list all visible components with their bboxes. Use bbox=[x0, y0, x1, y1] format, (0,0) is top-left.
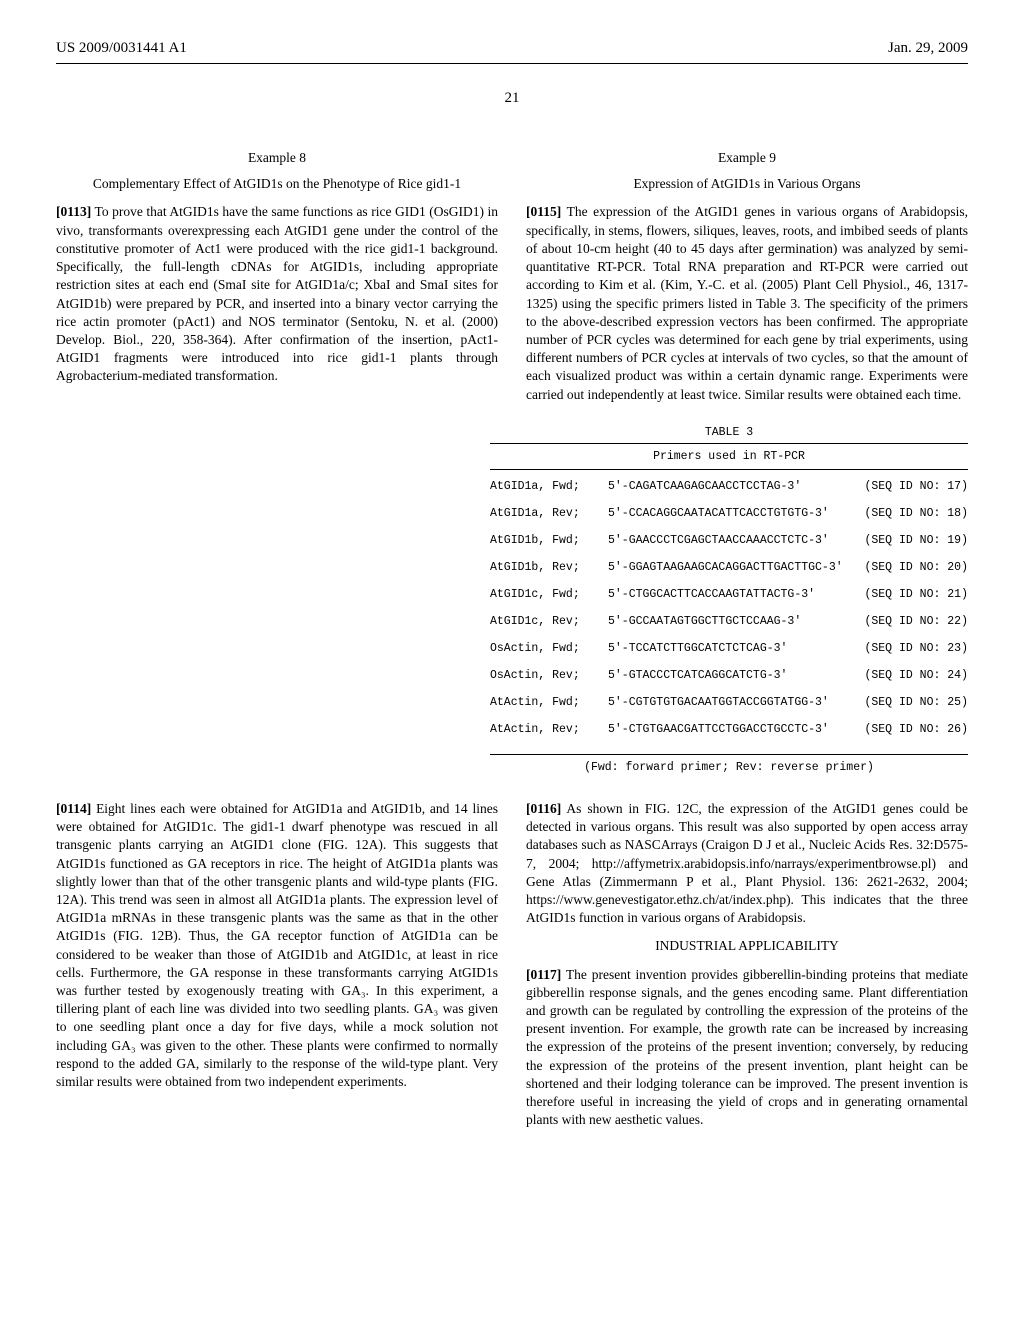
primer-sequence: 5'-CCACAGGCAATACATTCACCTGTGTG-3' bbox=[608, 507, 856, 520]
para-text: As shown in FIG. 12C, the expression of … bbox=[526, 801, 968, 925]
primer-name: AtGID1c, Rev; bbox=[490, 615, 608, 628]
para-text: To prove that AtGID1s have the same func… bbox=[56, 204, 498, 383]
primer-name: AtGID1a, Rev; bbox=[490, 507, 608, 520]
right-column: Example 9 Expression of AtGID1s in Vario… bbox=[526, 149, 968, 404]
primer-name: OsActin, Rev; bbox=[490, 669, 608, 682]
table-caption: TABLE 3 bbox=[490, 426, 968, 439]
table-row: AtGID1b, Fwd; 5'-GAACCCTCGAGCTAACCAAACCT… bbox=[490, 534, 968, 547]
primer-sequence: 5'-GTACCCTCATCAGGCATCTG-3' bbox=[608, 669, 856, 682]
primer-name: AtGID1c, Fwd; bbox=[490, 588, 608, 601]
primer-name: AtGID1b, Fwd; bbox=[490, 534, 608, 547]
para-number: [0113] bbox=[56, 204, 91, 219]
primer-sequence: 5'-GAACCCTCGAGCTAACCAAACCTCTC-3' bbox=[608, 534, 856, 547]
upper-columns: Example 8 Complementary Effect of AtGID1… bbox=[56, 149, 968, 404]
table-row: OsActin, Rev; 5'-GTACCCTCATCAGGCATCTG-3'… bbox=[490, 669, 968, 682]
primer-name: AtGID1a, Fwd; bbox=[490, 480, 608, 493]
primer-seq-id: (SEQ ID NO: 20) bbox=[856, 561, 968, 574]
para-text: The expression of the AtGID1 genes in va… bbox=[526, 204, 968, 401]
publication-date: Jan. 29, 2009 bbox=[888, 40, 968, 57]
table-footnote: (Fwd: forward primer; Rev: reverse prime… bbox=[490, 761, 968, 774]
lower-right-column: [0116] As shown in FIG. 12C, the express… bbox=[526, 800, 968, 1130]
left-column: Example 8 Complementary Effect of AtGID1… bbox=[56, 149, 498, 404]
publication-number: US 2009/0031441 A1 bbox=[56, 40, 187, 57]
primer-sequence: 5'-GGAGTAAGAAGCACAGGACTTGACTTGC-3' bbox=[608, 561, 856, 574]
lower-left-column: [0114] Eight lines each were obtained fo… bbox=[56, 800, 498, 1130]
table-row: AtGID1a, Fwd; 5'-CAGATCAAGAGCAACCTCCTAG-… bbox=[490, 480, 968, 493]
industrial-applicability-heading: INDUSTRIAL APPLICABILITY bbox=[526, 937, 968, 955]
table-row: AtGID1a, Rev; 5'-CCACAGGCAATACATTCACCTGT… bbox=[490, 507, 968, 520]
running-header: US 2009/0031441 A1 Jan. 29, 2009 bbox=[56, 40, 968, 57]
primer-seq-id: (SEQ ID NO: 26) bbox=[856, 723, 968, 736]
primer-seq-id: (SEQ ID NO: 18) bbox=[856, 507, 968, 520]
para-0116: [0116] As shown in FIG. 12C, the express… bbox=[526, 800, 968, 928]
primer-seq-id: (SEQ ID NO: 17) bbox=[856, 480, 968, 493]
para-number: [0117] bbox=[526, 967, 561, 982]
primer-name: OsActin, Fwd; bbox=[490, 642, 608, 655]
para-number: [0114] bbox=[56, 801, 91, 816]
para-0115: [0115] The expression of the AtGID1 gene… bbox=[526, 203, 968, 403]
para-0113: [0113] To prove that AtGID1s have the sa… bbox=[56, 203, 498, 385]
table-row: AtActin, Rev; 5'-CTGTGAACGATTCCTGGACCTGC… bbox=[490, 723, 968, 736]
para-number: [0116] bbox=[526, 801, 561, 816]
table-rule-bottom bbox=[490, 754, 968, 755]
table-3: TABLE 3 Primers used in RT-PCR AtGID1a, … bbox=[490, 426, 968, 774]
primer-seq-id: (SEQ ID NO: 23) bbox=[856, 642, 968, 655]
primer-sequence: 5'-CTGTGAACGATTCCTGGACCTGCCTC-3' bbox=[608, 723, 856, 736]
example-9-label: Example 9 bbox=[526, 149, 968, 167]
table-row: AtGID1b, Rev; 5'-GGAGTAAGAAGCACAGGACTTGA… bbox=[490, 561, 968, 574]
para-0117: [0117] The present invention provides gi… bbox=[526, 966, 968, 1130]
primer-sequence: 5'-CAGATCAAGAGCAACCTCCTAG-3' bbox=[608, 480, 856, 493]
primer-rows: AtGID1a, Fwd; 5'-CAGATCAAGAGCAACCTCCTAG-… bbox=[490, 470, 968, 754]
example-8-title: Complementary Effect of AtGID1s on the P… bbox=[56, 175, 498, 193]
para-number: [0115] bbox=[526, 204, 561, 219]
primer-name: AtActin, Fwd; bbox=[490, 696, 608, 709]
para-text: The present invention provides gibberell… bbox=[526, 967, 968, 1128]
table-row: AtGID1c, Rev; 5'-GCCAATAGTGGCTTGCTCCAAG-… bbox=[490, 615, 968, 628]
primer-sequence: 5'-GCCAATAGTGGCTTGCTCCAAG-3' bbox=[608, 615, 856, 628]
primer-name: AtGID1b, Rev; bbox=[490, 561, 608, 574]
primer-seq-id: (SEQ ID NO: 19) bbox=[856, 534, 968, 547]
primer-sequence: 5'-CGTGTGTGACAATGGTACCGGTATGG-3' bbox=[608, 696, 856, 709]
primer-sequence: 5'-CTGGCACTTCACCAAGTATTACTG-3' bbox=[608, 588, 856, 601]
example-8-label: Example 8 bbox=[56, 149, 498, 167]
table-row: AtActin, Fwd; 5'-CGTGTGTGACAATGGTACCGGTA… bbox=[490, 696, 968, 709]
lower-columns: [0114] Eight lines each were obtained fo… bbox=[56, 800, 968, 1130]
para-0114: [0114] Eight lines each were obtained fo… bbox=[56, 800, 498, 1092]
primer-sequence: 5'-TCCATCTTGGCATCTCTCAG-3' bbox=[608, 642, 856, 655]
table-row: OsActin, Fwd; 5'-TCCATCTTGGCATCTCTCAG-3'… bbox=[490, 642, 968, 655]
table-title: Primers used in RT-PCR bbox=[490, 444, 968, 469]
table-row: AtGID1c, Fwd; 5'-CTGGCACTTCACCAAGTATTACT… bbox=[490, 588, 968, 601]
primer-seq-id: (SEQ ID NO: 24) bbox=[856, 669, 968, 682]
primer-seq-id: (SEQ ID NO: 25) bbox=[856, 696, 968, 709]
page-number: 21 bbox=[56, 90, 968, 107]
example-9-title: Expression of AtGID1s in Various Organs bbox=[526, 175, 968, 193]
primer-seq-id: (SEQ ID NO: 22) bbox=[856, 615, 968, 628]
primer-name: AtActin, Rev; bbox=[490, 723, 608, 736]
header-rule bbox=[56, 63, 968, 64]
page: US 2009/0031441 A1 Jan. 29, 2009 21 Exam… bbox=[0, 0, 1024, 1170]
primer-seq-id: (SEQ ID NO: 21) bbox=[856, 588, 968, 601]
para-text: Eight lines each were obtained for AtGID… bbox=[56, 801, 498, 1089]
